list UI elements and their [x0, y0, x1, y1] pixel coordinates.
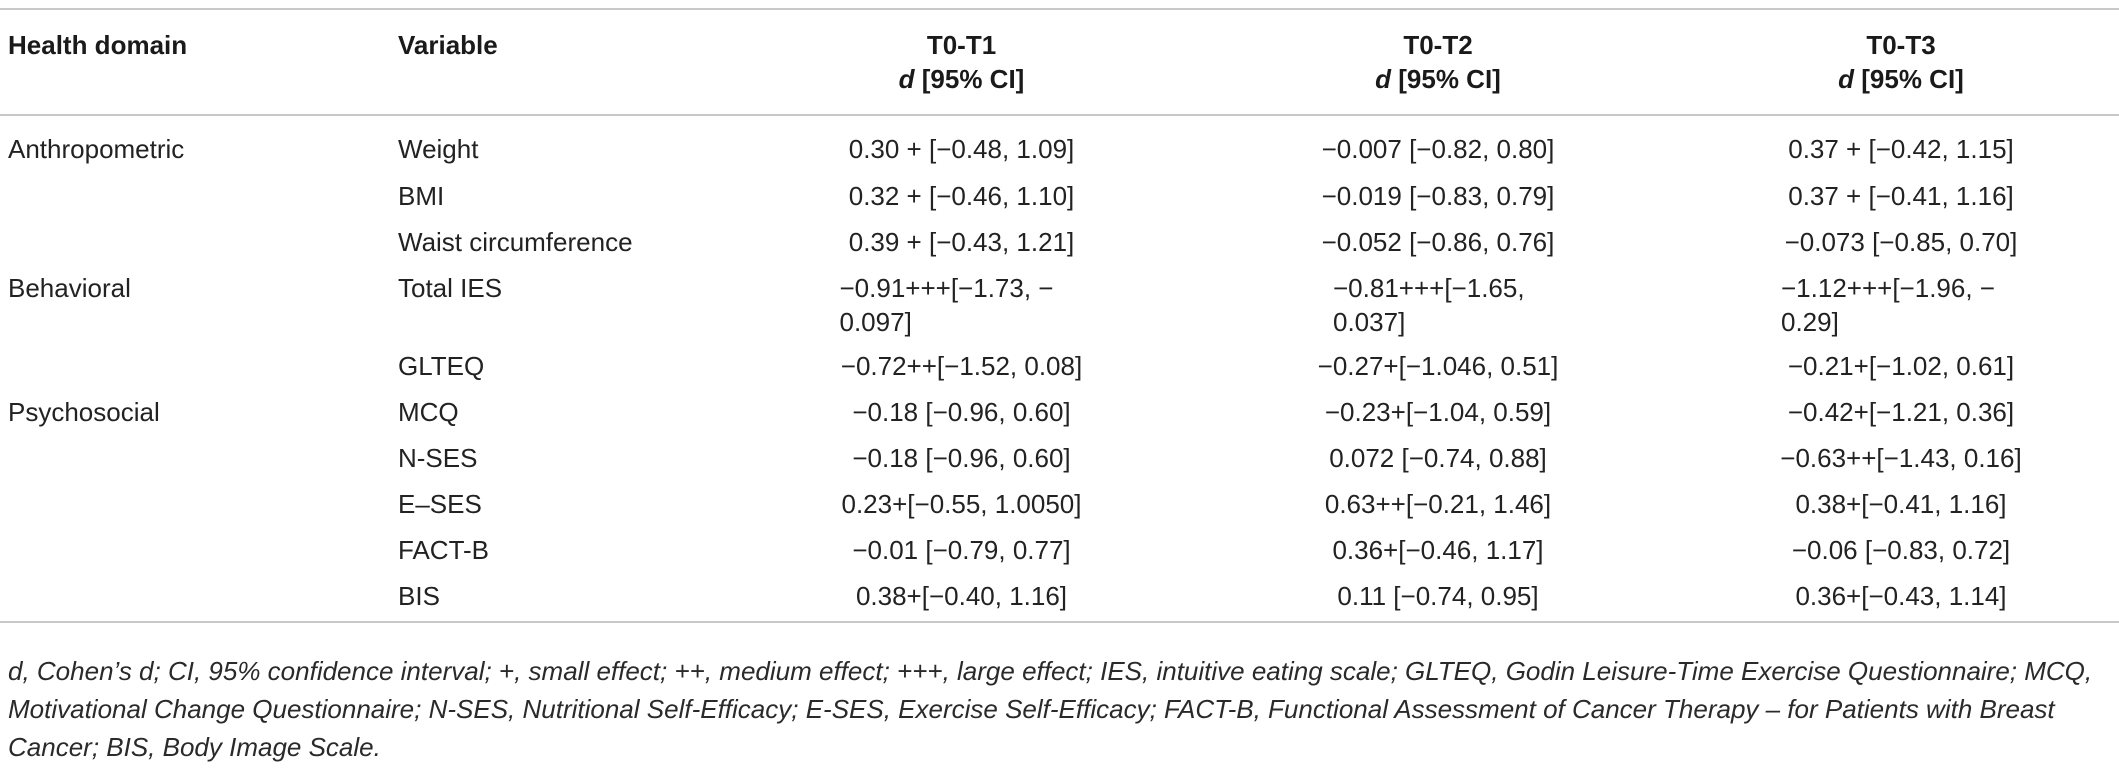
- cell-t0-t2: −0.052 [−0.86, 0.76]: [1321, 227, 1555, 257]
- table-header: Health domain Variable T0-T1 d [95% CI] …: [0, 9, 2119, 115]
- header-t0-t3-ci: d [95% CI]: [1691, 62, 2111, 96]
- header-d-symbol: d: [1838, 64, 1855, 94]
- cell-domain: [0, 573, 390, 622]
- cell-t0-t1: −0.91+++[−1.73, − 0.097]: [730, 265, 1193, 343]
- cell-variable: FACT-B: [398, 535, 490, 565]
- cell-t0-t2: −0.007 [−0.82, 0.80]: [1321, 134, 1555, 164]
- cell-t0-t2: 0.072 [−0.74, 0.88]: [1329, 443, 1547, 473]
- cell-t0-t2: 0.11 [−0.74, 0.95]: [1337, 581, 1539, 611]
- cell-variable: Waist circumference: [398, 227, 633, 257]
- cell-t0-t1: 0.39 + [−0.43, 1.21]: [848, 227, 1075, 257]
- cell-t0-t2: −0.27+[−1.046, 0.51]: [1317, 351, 1559, 381]
- cell-t0-t1: 0.38+[−0.40, 1.16]: [855, 581, 1068, 611]
- cell-domain: [0, 481, 390, 527]
- cell-t0-t3: 0.37 + [−0.41, 1.16]: [1788, 181, 2014, 211]
- cell-t0-t1: −0.18 [−0.96, 0.60]: [852, 397, 1071, 427]
- effect-size-table-container: Health domain Variable T0-T1 d [95% CI] …: [0, 8, 2119, 623]
- cell-t0-t1: 0.32 + [−0.46, 1.10]: [848, 181, 1075, 211]
- effect-size-table: Health domain Variable T0-T1 d [95% CI] …: [0, 8, 2119, 623]
- table-row: Waist circumference 0.39 + [−0.43, 1.21]…: [0, 219, 2119, 265]
- cell-t0-t1: −0.72++[−1.52, 0.08]: [840, 351, 1083, 381]
- header-row: Health domain Variable T0-T1 d [95% CI] …: [0, 9, 2119, 115]
- cell-t0-t3: 0.36+[−0.43, 1.14]: [1795, 581, 2007, 611]
- cell-t0-t2-text: −0.81+++[−1.65, 0.037]: [1333, 273, 1525, 337]
- header-t0-t1: T0-T1 d [95% CI]: [730, 9, 1193, 115]
- cell-t0-t3: 0.38+[−0.41, 1.16]: [1795, 489, 2007, 519]
- table-row: BIS 0.38+[−0.40, 1.16] 0.11 [−0.74, 0.95…: [0, 573, 2119, 622]
- cell-t0-t2: 0.63++[−0.21, 1.46]: [1324, 489, 1552, 519]
- cell-t0-t3: −1.12+++[−1.96, − 0.29]: [1683, 265, 2119, 343]
- cell-domain: [0, 219, 390, 265]
- cell-t0-t2: −0.81+++[−1.65, 0.037]: [1193, 265, 1683, 343]
- header-d-symbol: d: [898, 64, 915, 94]
- header-t0-t3-label: T0-T3: [1866, 30, 1936, 60]
- cell-t0-t1: 0.30 + [−0.48, 1.09]: [848, 134, 1075, 164]
- header-t0-t1-label: T0-T1: [926, 30, 997, 60]
- cell-domain: [0, 527, 390, 573]
- table-row: GLTEQ −0.72++[−1.52, 0.08] −0.27+[−1.046…: [0, 343, 2119, 389]
- cell-t0-t2: 0.36+[−0.46, 1.17]: [1332, 535, 1544, 565]
- cell-variable: BIS: [398, 581, 440, 611]
- cell-t0-t2: −0.23+[−1.04, 0.59]: [1324, 397, 1552, 427]
- table-row: N-SES −0.18 [−0.96, 0.60] 0.072 [−0.74, …: [0, 435, 2119, 481]
- table-footnote: d, Cohen’s d; CI, 95% confidence interva…: [8, 656, 2093, 762]
- table-row: FACT-B −0.01 [−0.79, 0.77] 0.36+[−0.46, …: [0, 527, 2119, 573]
- cell-domain: [0, 343, 390, 389]
- cell-variable: Weight: [398, 134, 479, 164]
- cell-t0-t2: −0.019 [−0.83, 0.79]: [1321, 181, 1555, 211]
- cell-t0-t3-text: −1.12+++[−1.96, − 0.29]: [1781, 273, 1995, 337]
- table-row: E–SES 0.23+[−0.55, 1.0050] 0.63++[−0.21,…: [0, 481, 2119, 527]
- cell-t0-t3: −0.06 [−0.83, 0.72]: [1791, 535, 2011, 565]
- header-variable: Variable: [398, 30, 498, 60]
- cell-t0-t1-text: −0.91+++[−1.73, − 0.097]: [839, 273, 1054, 337]
- cell-t0-t1: −0.01 [−0.79, 0.77]: [852, 535, 1071, 565]
- cell-variable: GLTEQ: [398, 351, 485, 381]
- header-ci-label: [95% CI]: [921, 64, 1025, 94]
- cell-domain: [0, 173, 390, 219]
- header-health-domain: Health domain: [8, 30, 188, 60]
- table-body: Anthropometric Weight 0.30 + [−0.48, 1.0…: [0, 115, 2119, 622]
- cell-t0-t3: −0.63++[−1.43, 0.16]: [1780, 443, 2022, 473]
- table-row: Psychosocial MCQ −0.18 [−0.96, 0.60] −0.…: [0, 389, 2119, 435]
- cell-t0-t3: −0.42+[−1.21, 0.36]: [1787, 397, 2015, 427]
- header-d-symbol: d: [1375, 64, 1392, 94]
- table-row: BMI 0.32 + [−0.46, 1.10] −0.019 [−0.83, …: [0, 173, 2119, 219]
- header-t0-t2: T0-T2 d [95% CI]: [1193, 9, 1683, 115]
- table-row: Behavioral Total IES −0.91+++[−1.73, − 0…: [0, 265, 2119, 343]
- header-t0-t3: T0-T3 d [95% CI]: [1683, 9, 2119, 115]
- header-t0-t2-label: T0-T2: [1403, 30, 1473, 60]
- header-t0-t1-ci: d [95% CI]: [738, 62, 1185, 96]
- cell-t0-t3: −0.21+[−1.02, 0.61]: [1787, 351, 2015, 381]
- cell-variable: Total IES: [398, 273, 503, 303]
- cell-variable: BMI: [398, 181, 445, 211]
- cell-t0-t1: 0.23+[−0.55, 1.0050]: [841, 489, 1082, 519]
- cell-domain: Behavioral: [8, 273, 131, 303]
- header-t0-t2-ci: d [95% CI]: [1201, 62, 1675, 96]
- cell-t0-t1: −0.18 [−0.96, 0.60]: [852, 443, 1071, 473]
- cell-t0-t3: −0.073 [−0.85, 0.70]: [1784, 227, 2018, 257]
- cell-domain: [0, 435, 390, 481]
- cell-variable: E–SES: [398, 489, 482, 519]
- cell-domain: Psychosocial: [8, 397, 160, 427]
- cell-variable: N-SES: [398, 443, 478, 473]
- cell-variable: MCQ: [398, 397, 459, 427]
- table-row: Anthropometric Weight 0.30 + [−0.48, 1.0…: [0, 115, 2119, 173]
- header-ci-label: [95% CI]: [1861, 64, 1964, 94]
- cell-t0-t3: 0.37 + [−0.42, 1.15]: [1788, 134, 2014, 164]
- cell-domain: Anthropometric: [8, 134, 185, 164]
- header-ci-label: [95% CI]: [1398, 64, 1501, 94]
